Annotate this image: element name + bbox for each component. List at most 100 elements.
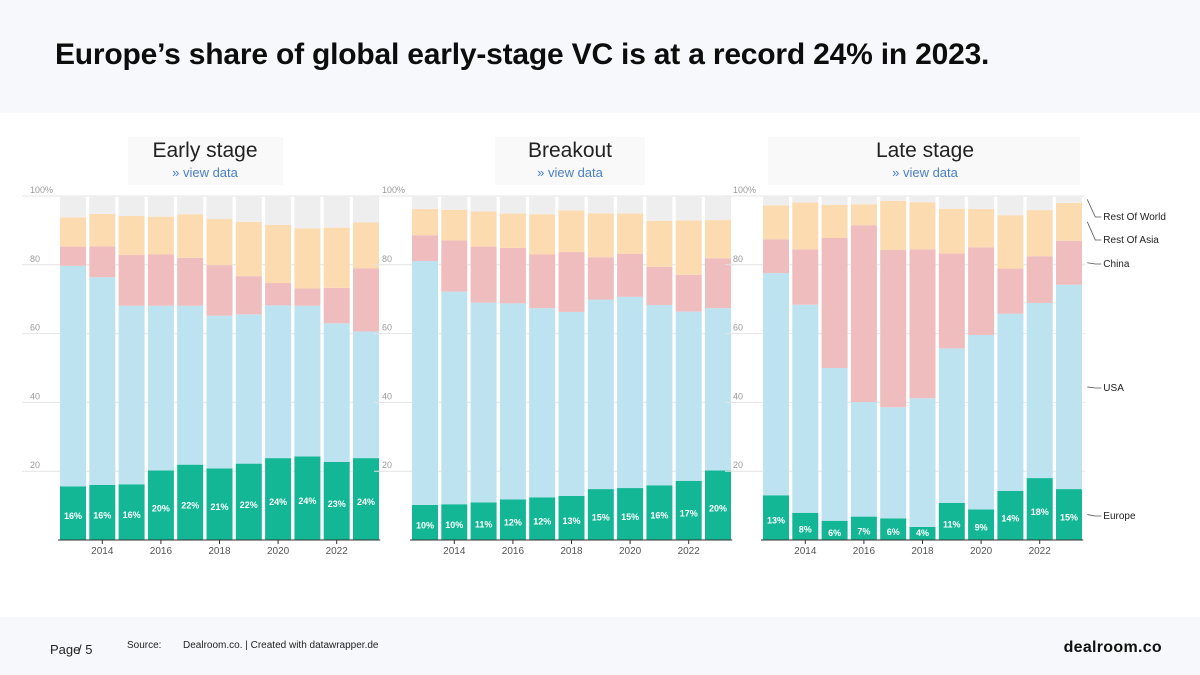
- early-stage-title-backdrop: [128, 137, 283, 185]
- bar-rest-of-world-2017: [529, 196, 556, 215]
- bar-china-2017: [880, 250, 907, 408]
- legend-leader-usa: [1087, 386, 1102, 389]
- bar-usa-2014: [89, 277, 116, 485]
- data-label-europe: 12%: [533, 517, 551, 527]
- bar-usa-2015: [821, 368, 848, 521]
- breakout-view-data-link[interactable]: » view data: [537, 165, 603, 180]
- data-label-europe: 16%: [64, 511, 82, 521]
- bar-europe-2023: [705, 470, 731, 540]
- x-tick-label: 2014: [794, 546, 817, 557]
- bar-rest-of-asia-2014: [792, 202, 819, 250]
- data-label-europe: 18%: [1031, 507, 1049, 517]
- bar-rest-of-world-2018: [206, 196, 233, 220]
- bar-usa-2018: [206, 315, 233, 469]
- bar-usa-2014: [792, 304, 819, 513]
- late-stage-view-data-link[interactable]: » view data: [892, 165, 958, 180]
- bar-usa-2016: [499, 303, 526, 500]
- charts-svg: 100% 80 60 40 20 16% 16% 16% 20% 22% 21% 22% 24% 24% 2…: [22, 185, 1166, 557]
- bar-usa-2022: [323, 323, 350, 462]
- y-tick-label: 20: [30, 460, 40, 470]
- data-label-europe: 23%: [328, 499, 346, 509]
- data-label-europe: 6%: [828, 528, 841, 538]
- bar-usa-2013: [60, 265, 86, 487]
- bar-rest-of-asia-2017: [880, 200, 907, 251]
- bar-rest-of-asia-2017: [177, 214, 204, 258]
- bar-china-2022: [1026, 256, 1053, 303]
- early-stage-chart-title: Early stage: [152, 139, 258, 162]
- bar-usa-2018: [558, 311, 585, 496]
- bar-europe-2016: [850, 516, 877, 540]
- data-label-europe: 16%: [650, 511, 668, 521]
- bar-europe-2018: [909, 526, 936, 540]
- bar-rest-of-world-2016: [850, 196, 877, 205]
- y-tick-label: 80: [733, 254, 743, 264]
- legend-label-europe: Europe: [1103, 511, 1136, 522]
- bar-europe-2016: [147, 470, 174, 540]
- bar-china-2019: [938, 253, 965, 349]
- bar-usa-2017: [880, 407, 907, 519]
- y-tick-label: 60: [733, 323, 743, 333]
- bar-europe-2013: [412, 504, 438, 540]
- x-tick-label: 2018: [208, 546, 231, 557]
- bar-usa-2023: [1056, 284, 1082, 490]
- bar-china-2013: [60, 246, 86, 266]
- bar-rest-of-asia-2022: [1026, 210, 1053, 257]
- bar-rest-of-world-2021: [646, 196, 673, 221]
- bar-usa-2016: [147, 305, 174, 471]
- bar-europe-2022: [1026, 478, 1053, 540]
- bar-rest-of-world-2023: [705, 196, 731, 221]
- bar-usa-2023: [353, 331, 379, 459]
- data-label-europe: 16%: [123, 510, 141, 520]
- legend-label-usa: USA: [1103, 383, 1124, 394]
- bar-rest-of-world-2018: [909, 196, 936, 203]
- y-tick-label: 20: [733, 460, 743, 470]
- bar-europe-2022: [323, 461, 350, 540]
- bar-usa-2013: [412, 261, 438, 505]
- data-label-europe: 15%: [1060, 513, 1078, 523]
- legend-leader-china: [1087, 262, 1102, 265]
- y-tick-label: 40: [30, 391, 40, 401]
- page-label: Page: [50, 642, 81, 657]
- bar-rest-of-world-2014: [89, 196, 116, 214]
- bar-china-2019: [235, 276, 262, 315]
- bar-rest-of-world-2013: [60, 196, 86, 218]
- bar-china-2020: [968, 247, 995, 335]
- data-label-europe: 15%: [592, 513, 610, 523]
- legend-label-rest-of-world: Rest Of World: [1103, 212, 1166, 223]
- bar-rest-of-asia-2022: [323, 227, 350, 288]
- x-tick-label: 2016: [853, 546, 876, 557]
- bar-china-2018: [909, 249, 936, 399]
- bar-europe-2023: [353, 458, 379, 540]
- source-label: Source:: [127, 640, 162, 651]
- bar-china-2019: [587, 257, 614, 300]
- x-tick-label: 2016: [502, 546, 525, 557]
- early-stage-view-data-link[interactable]: » view data: [172, 165, 238, 180]
- y-tick-label: 100%: [733, 185, 756, 195]
- bar-usa-2015: [470, 302, 497, 503]
- bar-usa-2020: [968, 334, 995, 510]
- bar-usa-2021: [294, 305, 321, 457]
- bar-china-2013: [763, 239, 789, 274]
- data-label-europe: 10%: [416, 520, 434, 530]
- x-tick-label: 2018: [560, 546, 583, 557]
- bar-china-2015: [118, 254, 145, 306]
- bar-rest-of-world-2016: [499, 196, 526, 214]
- bar-rest-of-world-2017: [177, 196, 204, 215]
- bar-europe-2022: [675, 480, 702, 540]
- bar-rest-of-asia-2016: [499, 213, 526, 248]
- bar-rest-of-asia-2013: [412, 209, 438, 236]
- bar-china-2017: [177, 257, 204, 306]
- bar-usa-2020: [265, 305, 292, 459]
- bar-usa-2019: [938, 348, 965, 503]
- bar-rest-of-asia-2021: [997, 215, 1024, 269]
- legend-leader-rest-of-asia: [1086, 221, 1102, 241]
- page-title: Europe’s share of global early-stage VC …: [55, 38, 990, 71]
- data-label-europe: 21%: [210, 502, 228, 512]
- bar-europe-2019: [938, 502, 965, 540]
- bar-usa-2017: [177, 305, 204, 465]
- bar-rest-of-asia-2015: [118, 215, 145, 255]
- x-tick-label: 2020: [267, 546, 290, 557]
- bar-rest-of-asia-2022: [675, 220, 702, 275]
- breakout-chart-title: Breakout: [527, 139, 613, 162]
- bar-usa-2020: [617, 296, 644, 489]
